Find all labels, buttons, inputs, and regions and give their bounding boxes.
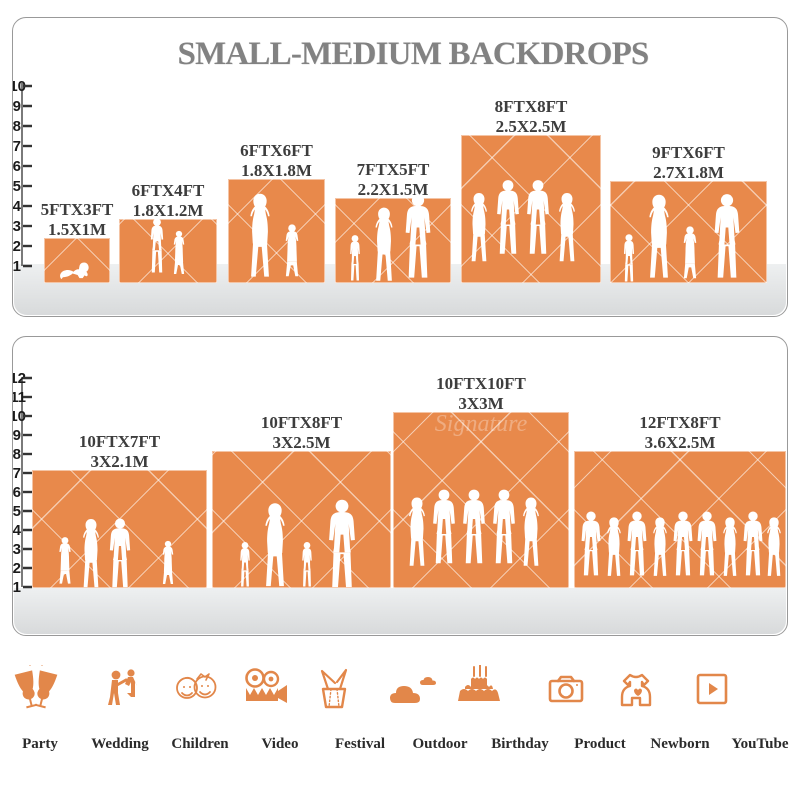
svg-text:9: 9: [13, 427, 21, 444]
svg-text:7: 7: [13, 465, 21, 482]
svg-text:8: 8: [13, 118, 21, 135]
svg-text:1: 1: [13, 258, 21, 275]
svg-text:8: 8: [13, 446, 21, 463]
svg-text:9: 9: [13, 98, 21, 115]
svg-text:2: 2: [13, 238, 21, 255]
svg-text:4: 4: [13, 198, 22, 215]
svg-text:6: 6: [13, 158, 21, 175]
svg-text:5: 5: [13, 178, 21, 195]
svg-text:3: 3: [13, 218, 21, 235]
svg-text:6: 6: [13, 484, 21, 501]
svg-text:2: 2: [13, 560, 21, 577]
svg-text:1: 1: [13, 579, 21, 596]
svg-text:5: 5: [13, 503, 21, 520]
svg-text:4: 4: [13, 522, 22, 539]
svg-text:3: 3: [13, 541, 21, 558]
svg-text:7: 7: [13, 138, 21, 155]
